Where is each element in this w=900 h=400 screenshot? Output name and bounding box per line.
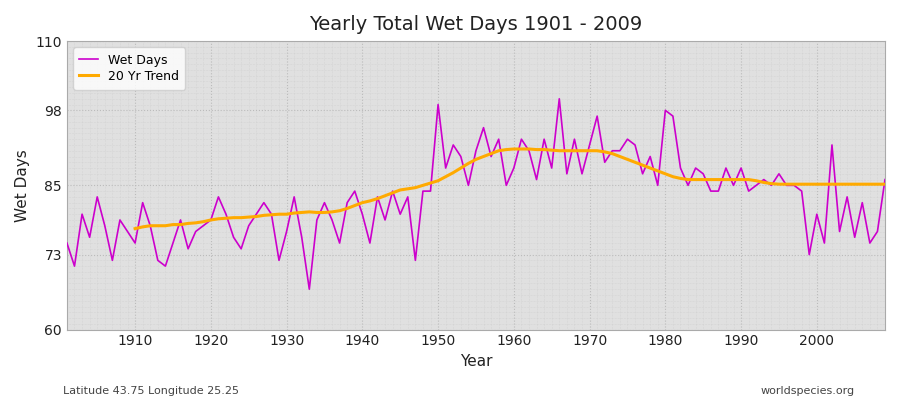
Wet Days [508,166,519,170]
X-axis label: Year: Year [460,354,492,369]
Line: Wet Days: Wet Days [67,99,885,289]
Wet Days [342,200,353,205]
20 Yr Trend [584,148,595,153]
20 Yr Trend [524,146,535,151]
Wet Days [61,241,72,246]
Legend: Wet Days, 20 Yr Trend: Wet Days, 20 Yr Trend [73,47,185,90]
20 Yr Trend [274,212,284,216]
Text: Latitude 43.75 Longitude 25.25: Latitude 43.75 Longitude 25.25 [63,386,239,396]
20 Yr Trend [130,226,140,231]
Title: Yearly Total Wet Days 1901 - 2009: Yearly Total Wet Days 1901 - 2009 [310,15,643,34]
Line: 20 Yr Trend: 20 Yr Trend [135,149,885,229]
20 Yr Trend [304,210,315,214]
Wet Days [554,96,564,101]
Wet Days [122,229,133,234]
Text: worldspecies.org: worldspecies.org [760,386,855,396]
Wet Days [615,148,626,153]
20 Yr Trend [508,146,519,151]
20 Yr Trend [826,182,837,186]
20 Yr Trend [850,182,860,186]
Wet Days [516,137,526,142]
Y-axis label: Wet Days: Wet Days [15,149,30,222]
Wet Days [289,194,300,199]
Wet Days [304,287,315,292]
Wet Days [879,177,890,182]
20 Yr Trend [879,182,890,186]
